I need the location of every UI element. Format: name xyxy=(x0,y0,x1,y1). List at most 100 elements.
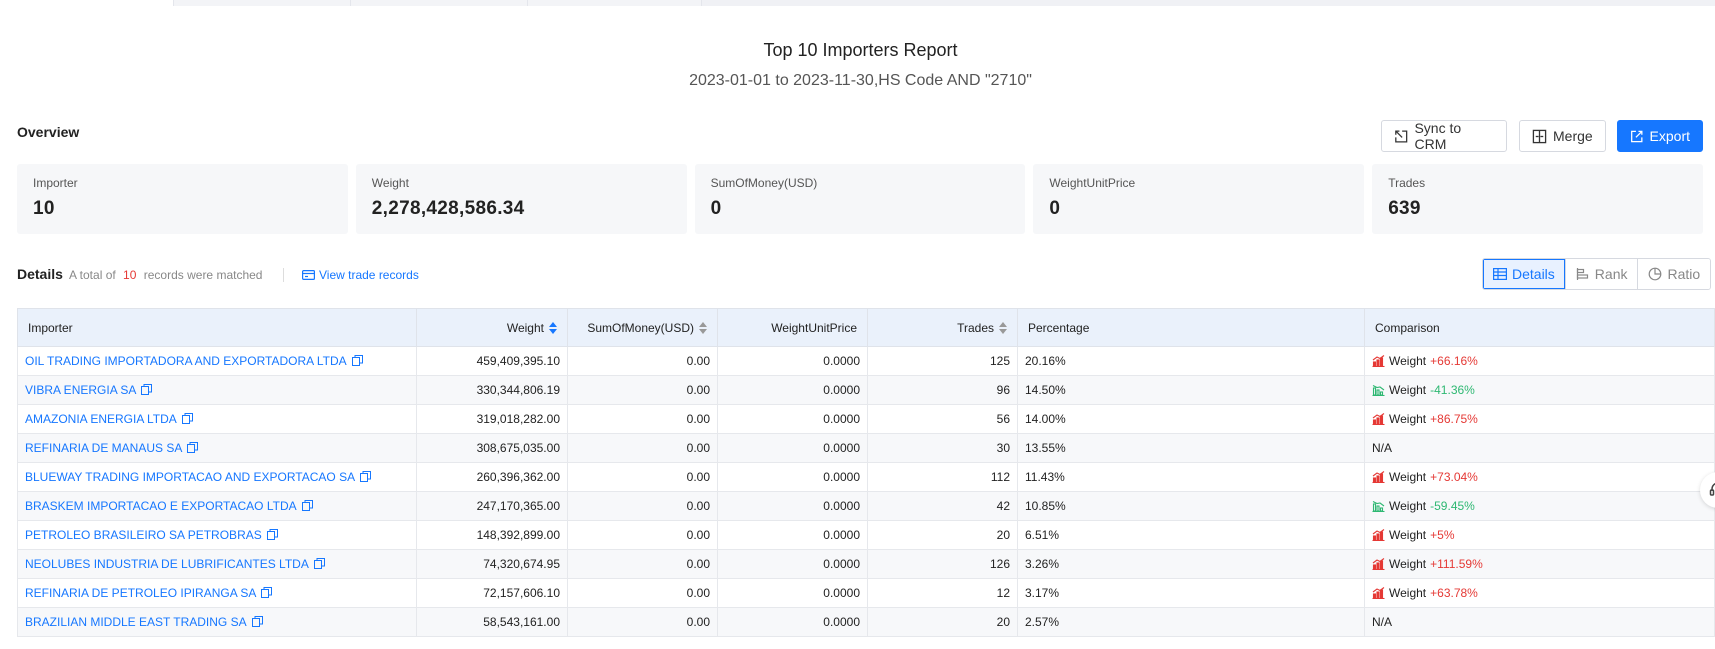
chart-down-icon xyxy=(1372,385,1385,396)
weight-unit-price-card: WeightUnitPrice 0 xyxy=(1033,164,1365,234)
copy-icon[interactable] xyxy=(266,529,278,540)
importer-cell: OIL TRADING IMPORTADORA AND EXPORTADORA … xyxy=(17,346,417,376)
sort-icon[interactable] xyxy=(699,322,707,335)
comparison-change: +5% xyxy=(1430,528,1455,542)
comparison-change: +73.04% xyxy=(1430,470,1478,484)
importer-link[interactable]: REFINARIA DE MANAUS SA xyxy=(25,441,183,455)
importer-link[interactable]: PETROLEO BRASILEIRO SA PETROBRAS xyxy=(25,528,262,542)
count-suffix: records were matched xyxy=(143,268,263,282)
weight-cell: 148,392,899.00 xyxy=(416,520,568,550)
importer-cell: REFINARIA DE MANAUS SA xyxy=(17,433,417,463)
copy-icon[interactable] xyxy=(141,384,153,395)
col-comparison-label: Comparison xyxy=(1375,320,1440,335)
tab-2[interactable] xyxy=(174,0,351,6)
importer-link[interactable]: BRASKEM IMPORTACAO E EXPORTACAO LTDA xyxy=(25,499,297,513)
chart-up-icon xyxy=(1372,587,1385,599)
copy-icon[interactable] xyxy=(313,558,325,569)
tab-1[interactable] xyxy=(0,0,174,6)
importer-link[interactable]: NEOLUBES INDUSTRIA DE LUBRIFICANTES LTDA xyxy=(25,557,309,571)
merge-button[interactable]: Merge xyxy=(1519,120,1606,152)
comparison-cell: Weight +66.16% xyxy=(1364,346,1715,376)
trades-cell: 20 xyxy=(867,520,1018,550)
col-trades[interactable]: Trades xyxy=(867,308,1018,347)
view-trade-records-link[interactable]: View trade records xyxy=(302,268,419,282)
money-cell: 0.00 xyxy=(567,404,718,434)
importer-link[interactable]: AMAZONIA ENERGIA LTDA xyxy=(25,412,177,426)
chart-up-icon xyxy=(1372,355,1385,367)
importer-cell: BRASKEM IMPORTACAO E EXPORTACAO LTDA xyxy=(17,491,417,521)
sum-of-money-card: SumOfMoney(USD) 0 xyxy=(694,164,1026,234)
comparison-cell: Weight +5% xyxy=(1364,520,1715,550)
export-button[interactable]: Export xyxy=(1617,120,1703,152)
percentage-cell: 20.16% xyxy=(1017,346,1365,376)
ratio-view-button[interactable]: Ratio xyxy=(1637,259,1711,289)
report-title: Top 10 Importers Report xyxy=(763,40,958,60)
unit-price-cell: 0.0000 xyxy=(717,433,868,463)
weight-card: Weight 2,278,428,586.34 xyxy=(355,164,687,234)
importer-link[interactable]: BRAZILIAN MIDDLE EAST TRADING SA xyxy=(25,615,247,629)
percentage-cell: 2.57% xyxy=(1017,607,1365,637)
comparison-label: Weight xyxy=(1389,470,1427,484)
overview-heading: Overview xyxy=(17,124,80,140)
comparison-value: Weight +86.75% xyxy=(1372,412,1707,426)
sync-to-crm-label: Sync to CRM xyxy=(1414,120,1462,152)
comparison-na: N/A xyxy=(1372,441,1393,455)
comparison-label: Weight xyxy=(1389,412,1427,426)
trades-cell: 96 xyxy=(867,375,1018,405)
comparison-cell: Weight +86.75% xyxy=(1364,404,1715,434)
col-sum-of-money[interactable]: SumOfMoney(USD) xyxy=(567,308,718,347)
col-importer-label: Importer xyxy=(28,320,73,335)
rank-view-button[interactable]: Rank xyxy=(1564,259,1638,289)
support-button[interactable] xyxy=(1700,472,1715,508)
trade-records-icon xyxy=(302,270,315,280)
sort-icon[interactable] xyxy=(549,322,557,335)
report-subtitle: 2023-01-01 to 2023-11-30,HS Code AND "27… xyxy=(689,72,1032,89)
importer-link[interactable]: BLUEWAY TRADING IMPORTACAO AND EXPORTACA… xyxy=(25,470,356,484)
copy-icon[interactable] xyxy=(360,471,372,482)
comparison-label: Weight xyxy=(1389,557,1427,571)
tab-3[interactable] xyxy=(351,0,528,6)
card-label: Weight xyxy=(371,176,409,190)
unit-price-cell: 0.0000 xyxy=(717,549,868,579)
divider xyxy=(283,268,284,282)
trades-cell: 20 xyxy=(867,607,1018,637)
details-view-button[interactable]: Details xyxy=(1483,259,1565,289)
sort-icon[interactable] xyxy=(999,322,1007,335)
money-cell: 0.00 xyxy=(567,578,718,608)
card-value: 10 xyxy=(33,198,55,219)
importer-card: Importer 10 xyxy=(17,164,348,234)
table-row: PETROLEO BRASILEIRO SA PETROBRAS 148,392,… xyxy=(17,520,1715,550)
copy-icon[interactable] xyxy=(181,413,193,424)
copy-icon[interactable] xyxy=(301,500,313,511)
col-weight[interactable]: Weight xyxy=(416,308,568,347)
trades-cell: 12 xyxy=(867,578,1018,608)
importer-link[interactable]: OIL TRADING IMPORTADORA AND EXPORTADORA … xyxy=(25,354,347,368)
view-trade-records-label: View trade records xyxy=(319,268,419,282)
unit-price-cell: 0.0000 xyxy=(717,578,868,608)
copy-icon[interactable] xyxy=(261,587,273,598)
comparison-change: +66.16% xyxy=(1430,354,1478,368)
importers-table: Importer Weight SumOfMoney(USD) WeightUn… xyxy=(17,308,1715,637)
copy-icon[interactable] xyxy=(187,442,199,453)
weight-cell: 247,170,365.00 xyxy=(416,491,568,521)
copy-icon[interactable] xyxy=(251,616,263,627)
comparison-change: -59.45% xyxy=(1430,499,1475,513)
comparison-label: Weight xyxy=(1389,383,1427,397)
importer-link[interactable]: REFINARIA DE PETROLEO IPIRANGA SA xyxy=(25,586,257,600)
table-row: REFINARIA DE MANAUS SA 308,675,035.00 0.00… xyxy=(17,433,1715,463)
table-row: BRAZILIAN MIDDLE EAST TRADING SA 58,543,1… xyxy=(17,607,1715,637)
copy-icon[interactable] xyxy=(351,355,363,366)
table-header-row: Importer Weight SumOfMoney(USD) WeightUn… xyxy=(17,308,1715,347)
comparison-cell: N/A xyxy=(1364,433,1715,463)
rank-view-label: Rank xyxy=(1594,266,1628,282)
weight-cell: 74,320,674.95 xyxy=(416,549,568,579)
comparison-change: -41.36% xyxy=(1430,383,1475,397)
importer-link[interactable]: VIBRA ENERGIA SA xyxy=(25,383,137,397)
comparison-cell: Weight +73.04% xyxy=(1364,462,1715,492)
sync-to-crm-button[interactable]: Sync to CRM xyxy=(1381,120,1507,152)
tab-4[interactable] xyxy=(528,0,702,6)
comparison-value: Weight -59.45% xyxy=(1372,499,1707,513)
table-icon xyxy=(1493,268,1507,281)
card-label: Trades xyxy=(1388,176,1426,190)
sync-crm-icon xyxy=(1395,129,1408,143)
